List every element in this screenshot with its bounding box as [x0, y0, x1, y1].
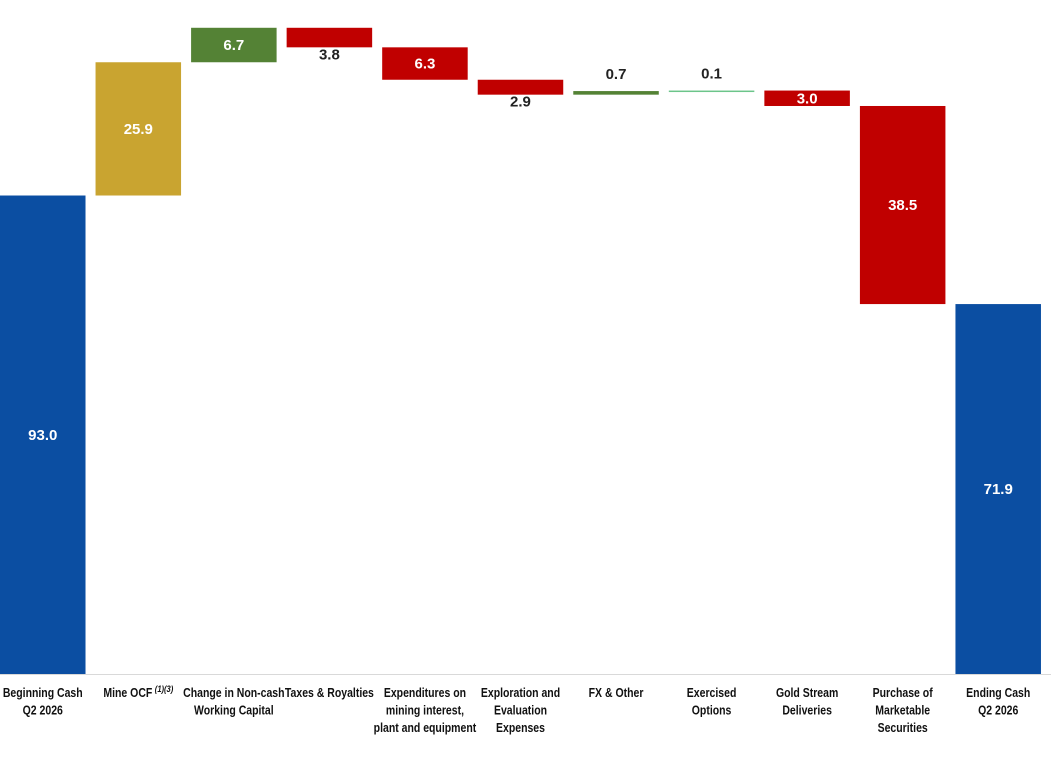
x-tick-label: Beginning Cash Q2 2026 [3, 687, 83, 717]
x-tick-label-text: Expenditures on mining interest, plant and… [374, 687, 477, 735]
x-tick-label: FX & Other [589, 687, 644, 700]
x-tick-label: Expenditures on mining interest, plant and… [374, 687, 477, 735]
value-label: 25.9 [124, 121, 153, 138]
label-line: Beginning Cash [3, 687, 83, 700]
x-tick-label-text: Taxes & Royalties [285, 687, 374, 700]
label-line: Securities [878, 722, 928, 735]
label-line: Working Capital [194, 705, 274, 718]
label-line: Marketable [875, 705, 930, 718]
value-label: 3.8 [319, 46, 340, 63]
bar [764, 90, 850, 106]
x-tick-label-text: Ending Cash Q2 2026 [966, 687, 1030, 717]
value-label: 2.9 [510, 94, 531, 111]
label-line: Gold Stream [776, 687, 838, 700]
label-line: Ending Cash [966, 687, 1030, 700]
x-tick-label-text: FX & Other [589, 687, 644, 700]
value-label: 3.0 [797, 90, 818, 107]
label-line: Options [692, 705, 732, 718]
label-line: Purchase of [873, 687, 933, 700]
bar [477, 79, 564, 95]
label-line: Evaluation [494, 705, 547, 718]
bar [95, 62, 182, 196]
value-label: 38.5 [888, 197, 917, 214]
label-line: FX & Other [589, 687, 644, 700]
x-tick-label-text: Exploration and Evaluation Expenses [481, 687, 560, 735]
bar [191, 27, 277, 63]
label-line: Q2 2026 [978, 705, 1018, 718]
label-line: Expenditures on [384, 687, 466, 700]
label-line: mining interest, [386, 705, 464, 718]
bar [573, 91, 659, 95]
x-tick-label: Change in Non-cash Working Capital [183, 687, 284, 717]
bar [955, 304, 1041, 674]
value-label: 71.9 [984, 481, 1013, 498]
x-tick-label: Exercised Options [687, 687, 737, 717]
value-label: 0.1 [701, 66, 722, 83]
value-label: 93.0 [28, 427, 57, 444]
label-line: Expenses [496, 722, 545, 735]
bar [382, 47, 468, 80]
label-line: Q2 2026 [23, 705, 63, 718]
x-tick-label: Gold Stream Deliveries [776, 687, 838, 717]
label-line: Change in Non-cash [183, 687, 284, 700]
x-tick-label-text: Gold Stream Deliveries [776, 687, 838, 717]
value-label: 6.7 [223, 37, 244, 54]
x-tick-label: Taxes & Royalties [285, 687, 374, 700]
value-label: 0.7 [606, 66, 627, 83]
x-tick-label: Exploration and Evaluation Expenses [481, 687, 560, 735]
x-tick-label-text: Beginning Cash Q2 2026 [3, 687, 83, 717]
label-line: Exercised [687, 687, 737, 700]
label-line: Taxes & Royalties [285, 687, 374, 700]
x-tick-label: Ending Cash Q2 2026 [966, 687, 1030, 717]
bar [286, 27, 373, 48]
bar [859, 105, 946, 305]
x-tick-label: Mine OCF (1)(3) [103, 683, 173, 700]
bar [668, 90, 755, 93]
label-line: Deliveries [782, 705, 832, 718]
x-tick-label-text: Change in Non-cash Working Capital [183, 687, 284, 717]
x-tick-label: Purchase of Marketable Securities [873, 687, 933, 735]
label-superscript: (1)(3) [155, 683, 174, 694]
label-line: Mine OCF [103, 687, 152, 700]
label-line: plant and equipment [374, 722, 477, 735]
x-tick-label-text: Mine OCF (1)(3) [103, 683, 173, 700]
x-tick-label-text: Exercised Options [687, 687, 737, 717]
value-label: 6.3 [415, 56, 436, 73]
label-line: Exploration and [481, 687, 560, 700]
bar [0, 195, 86, 674]
x-tick-label-text: Purchase of Marketable Securities [873, 687, 933, 735]
